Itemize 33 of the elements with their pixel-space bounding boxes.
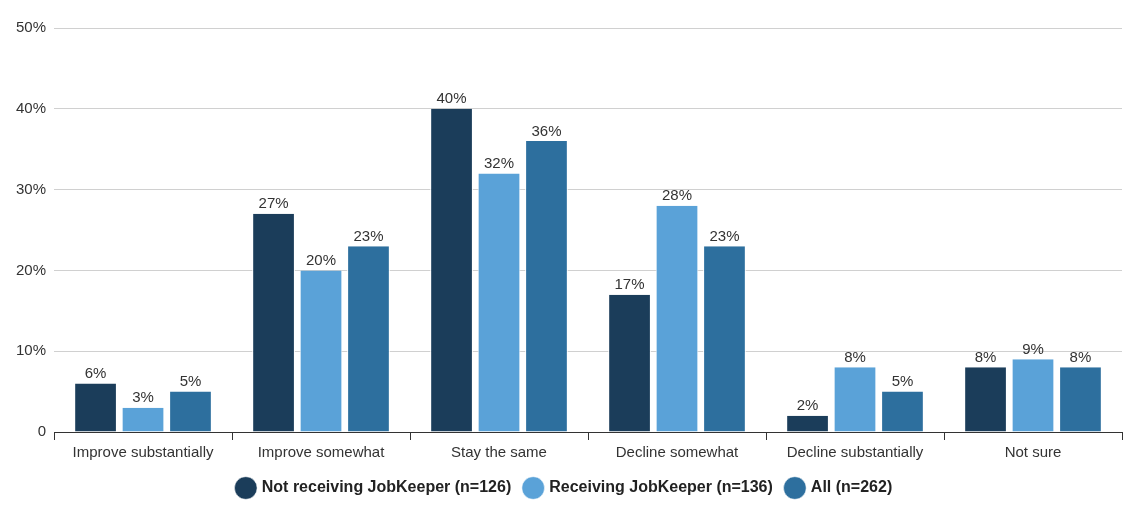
data-label: 5% — [179, 372, 202, 390]
y-tick-label: 30% — [15, 179, 47, 197]
data-label: 23% — [353, 226, 384, 244]
data-label: 28% — [661, 186, 693, 204]
data-label: 8% — [844, 348, 866, 365]
y-tick-label: 50% — [15, 18, 47, 36]
data-label: 40% — [436, 89, 467, 107]
data-label: 5% — [891, 372, 914, 390]
data-label: 8% — [974, 348, 997, 365]
y-tick-label: 0 — [37, 422, 47, 440]
x-tick-label: Not sure — [1004, 443, 1062, 461]
y-tick-label: 20% — [15, 260, 47, 278]
data-label: 27% — [258, 194, 289, 212]
x-tick-label: Improve substantially — [72, 443, 214, 461]
x-tick-label: Improve somewhat — [257, 443, 386, 461]
data-label: 36% — [531, 121, 562, 139]
data-label: 20% — [306, 251, 337, 269]
x-tick-label: Decline somewhat — [615, 443, 740, 461]
data-label: 3% — [132, 388, 154, 406]
legend-label: Not receiving JobKeeper (n=126) — [261, 478, 512, 496]
x-tick-label: Stay the same — [451, 443, 547, 461]
data-label: 17% — [614, 275, 645, 293]
x-tick-label: Decline substantially — [786, 443, 924, 461]
data-label: 8% — [1069, 348, 1092, 365]
legend-label: All (n=262) — [810, 478, 893, 496]
data-label: 23% — [709, 226, 740, 244]
data-label: 32% — [484, 154, 515, 172]
legend-label: Receiving JobKeeper (n=136) — [549, 478, 773, 496]
y-tick-label: 40% — [15, 98, 47, 116]
data-label: 2% — [796, 396, 819, 414]
data-label: 6% — [84, 364, 107, 382]
data-label: 9% — [1022, 339, 1044, 357]
y-tick-label: 10% — [15, 341, 47, 359]
